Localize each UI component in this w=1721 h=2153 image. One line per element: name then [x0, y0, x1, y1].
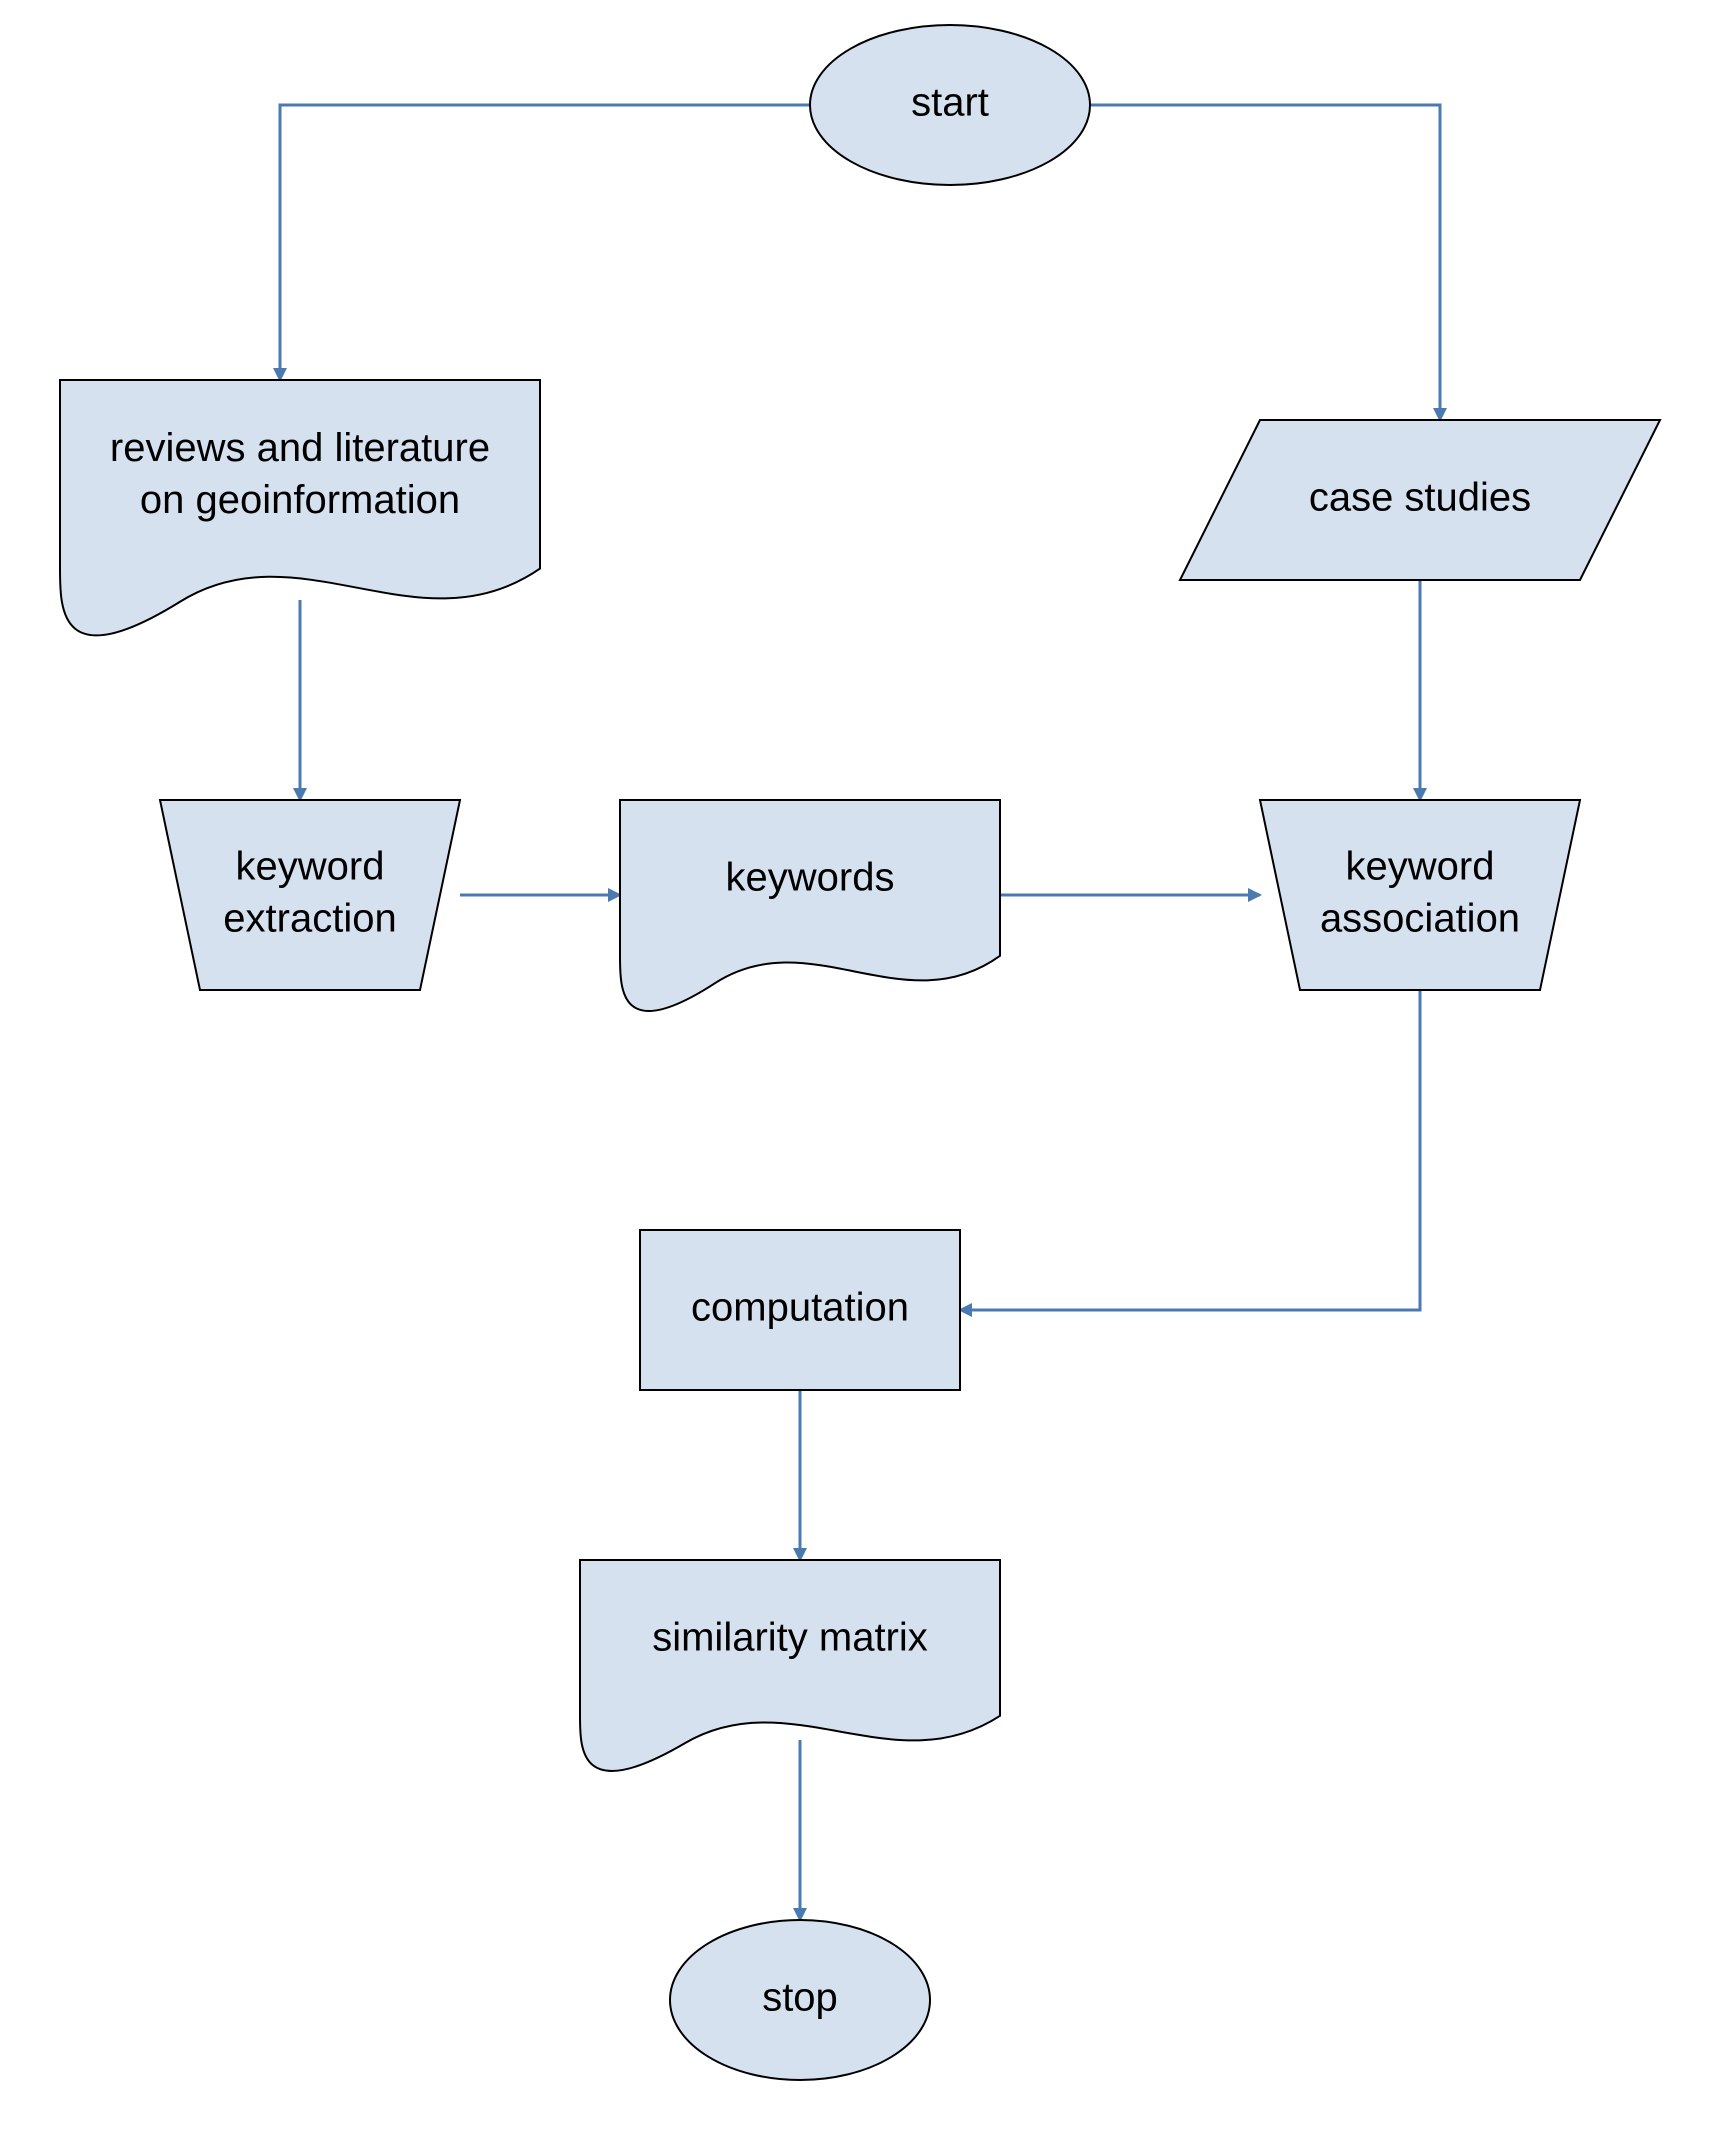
svg-text:similarity matrix: similarity matrix — [652, 1615, 928, 1659]
node-similarity_matrix: similarity matrix — [580, 1560, 1000, 1771]
svg-text:reviews and literature: reviews and literature — [110, 426, 490, 470]
svg-text:computation: computation — [691, 1286, 909, 1330]
node-case_studies: case studies — [1180, 420, 1660, 580]
node-start: start — [810, 25, 1090, 185]
svg-text:start: start — [911, 81, 989, 125]
svg-text:keyword: keyword — [1346, 845, 1495, 889]
svg-text:on geoinformation: on geoinformation — [140, 478, 460, 522]
node-keywords: keywords — [620, 800, 1000, 1011]
flowchart: start reviews and literature on geoinforma… — [0, 0, 1721, 2148]
svg-text:association: association — [1320, 897, 1520, 941]
node-keyword_extraction: keyword extraction — [160, 800, 460, 990]
node-stop: stop — [670, 1920, 930, 2080]
svg-text:keywords: keywords — [726, 855, 895, 899]
edge-keyword_association-computation — [960, 990, 1420, 1310]
node-computation: computation — [640, 1230, 960, 1390]
svg-text:case studies: case studies — [1309, 476, 1531, 520]
svg-text:extraction: extraction — [223, 897, 396, 941]
edge-start-reviews — [280, 105, 810, 380]
edge-start-case_studies — [1090, 105, 1440, 420]
svg-text:stop: stop — [762, 1976, 838, 2020]
node-reviews: reviews and literature on geoinformation — [60, 380, 540, 635]
node-keyword_association: keyword association — [1260, 800, 1580, 990]
svg-text:keyword: keyword — [236, 845, 385, 889]
